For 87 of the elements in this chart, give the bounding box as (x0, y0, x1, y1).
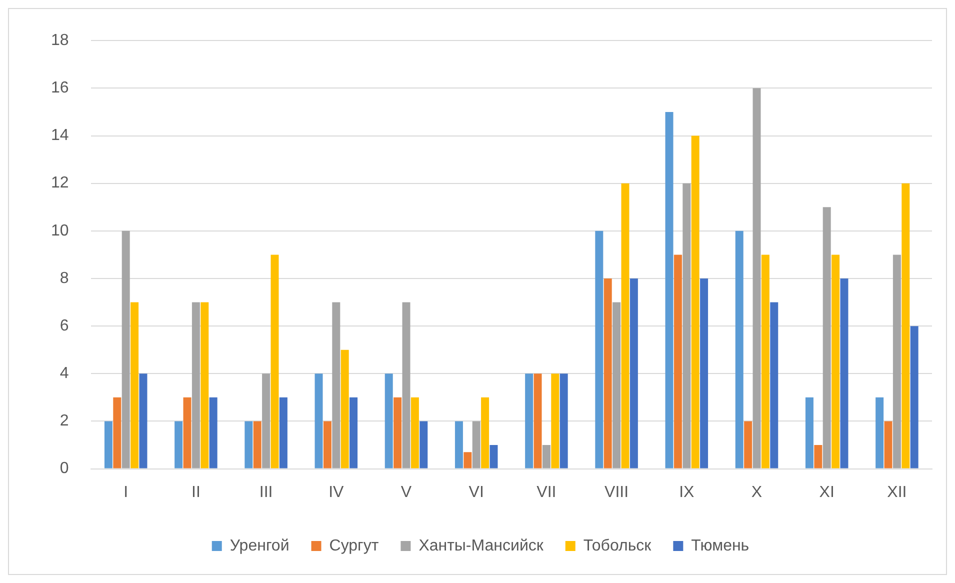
bar (209, 397, 218, 468)
bar (770, 302, 778, 468)
bar (472, 421, 480, 468)
bar (332, 302, 340, 468)
bar (665, 112, 674, 468)
bar (454, 421, 463, 468)
bar (832, 254, 840, 468)
legend-label: Сургут (329, 537, 380, 554)
y-tick-label: 12 (51, 174, 69, 192)
bar (490, 445, 498, 468)
y-tick-label: 16 (51, 80, 69, 97)
x-tick-label: XI (819, 484, 834, 501)
bar (805, 397, 814, 468)
bar (402, 302, 410, 468)
bar (534, 374, 542, 468)
x-tick-label: X (751, 484, 762, 501)
bar (130, 302, 139, 468)
bar (525, 374, 534, 468)
y-tick-label: 2 (60, 412, 69, 430)
bar (700, 278, 708, 468)
bar (840, 278, 848, 468)
legend-label: Ханты-Мансийск (418, 537, 544, 554)
x-tick-label: I (124, 484, 128, 501)
bar (735, 230, 744, 468)
bar (340, 350, 349, 468)
x-tick-label: III (259, 484, 273, 501)
bar (262, 374, 270, 468)
legend-label: Тобольск (583, 537, 652, 554)
bar (394, 397, 402, 468)
legend-label: Уренгой (230, 537, 290, 554)
x-tick-label: VI (468, 484, 484, 501)
bar (876, 397, 884, 468)
bar (892, 254, 901, 468)
x-tick-label: II (192, 484, 200, 501)
x-tick-label: IV (328, 484, 344, 501)
bar (122, 230, 130, 468)
bar (113, 397, 122, 468)
bar (314, 374, 323, 468)
bar (244, 421, 253, 468)
y-tick-label: 8 (60, 270, 69, 287)
bar (902, 183, 910, 468)
y-tick-label: 0 (60, 460, 69, 478)
x-tick-label: VIII (604, 484, 629, 501)
bar (682, 183, 691, 468)
x-tick-label: XII (887, 484, 907, 501)
bar (621, 183, 630, 468)
bar (612, 302, 621, 468)
bar (761, 254, 770, 468)
bar (630, 278, 638, 468)
legend-label: Тюмень (691, 537, 750, 554)
bar (253, 421, 262, 468)
bar (691, 136, 700, 468)
bar (464, 452, 472, 468)
bar (174, 421, 183, 468)
y-tick-label: 14 (51, 127, 69, 144)
bar (814, 445, 822, 468)
bar (551, 374, 560, 468)
bar (279, 397, 288, 468)
bar (752, 88, 761, 468)
bar (104, 421, 112, 468)
bar (481, 397, 490, 468)
x-tick-label: VII (536, 484, 556, 501)
bar (595, 230, 604, 468)
bar (674, 254, 682, 468)
bar (200, 302, 209, 468)
bar (542, 445, 550, 468)
bar (822, 207, 831, 468)
bar (323, 421, 332, 468)
bar (910, 326, 918, 468)
bar (884, 421, 892, 468)
bar (384, 374, 393, 468)
bar (410, 397, 419, 468)
y-tick-label: 18 (51, 32, 69, 50)
bar (270, 254, 279, 468)
bar (192, 302, 200, 468)
bar (744, 421, 752, 468)
y-tick-label: 6 (60, 317, 69, 334)
x-tick-label: V (400, 484, 412, 501)
bar (604, 278, 612, 468)
bar (560, 374, 568, 468)
bar (183, 397, 192, 468)
bar (420, 421, 428, 468)
y-tick-label: 4 (60, 365, 69, 382)
x-tick-label: IX (679, 484, 695, 501)
bar (139, 374, 148, 468)
bar (350, 397, 358, 468)
y-tick-label: 10 (51, 222, 69, 240)
